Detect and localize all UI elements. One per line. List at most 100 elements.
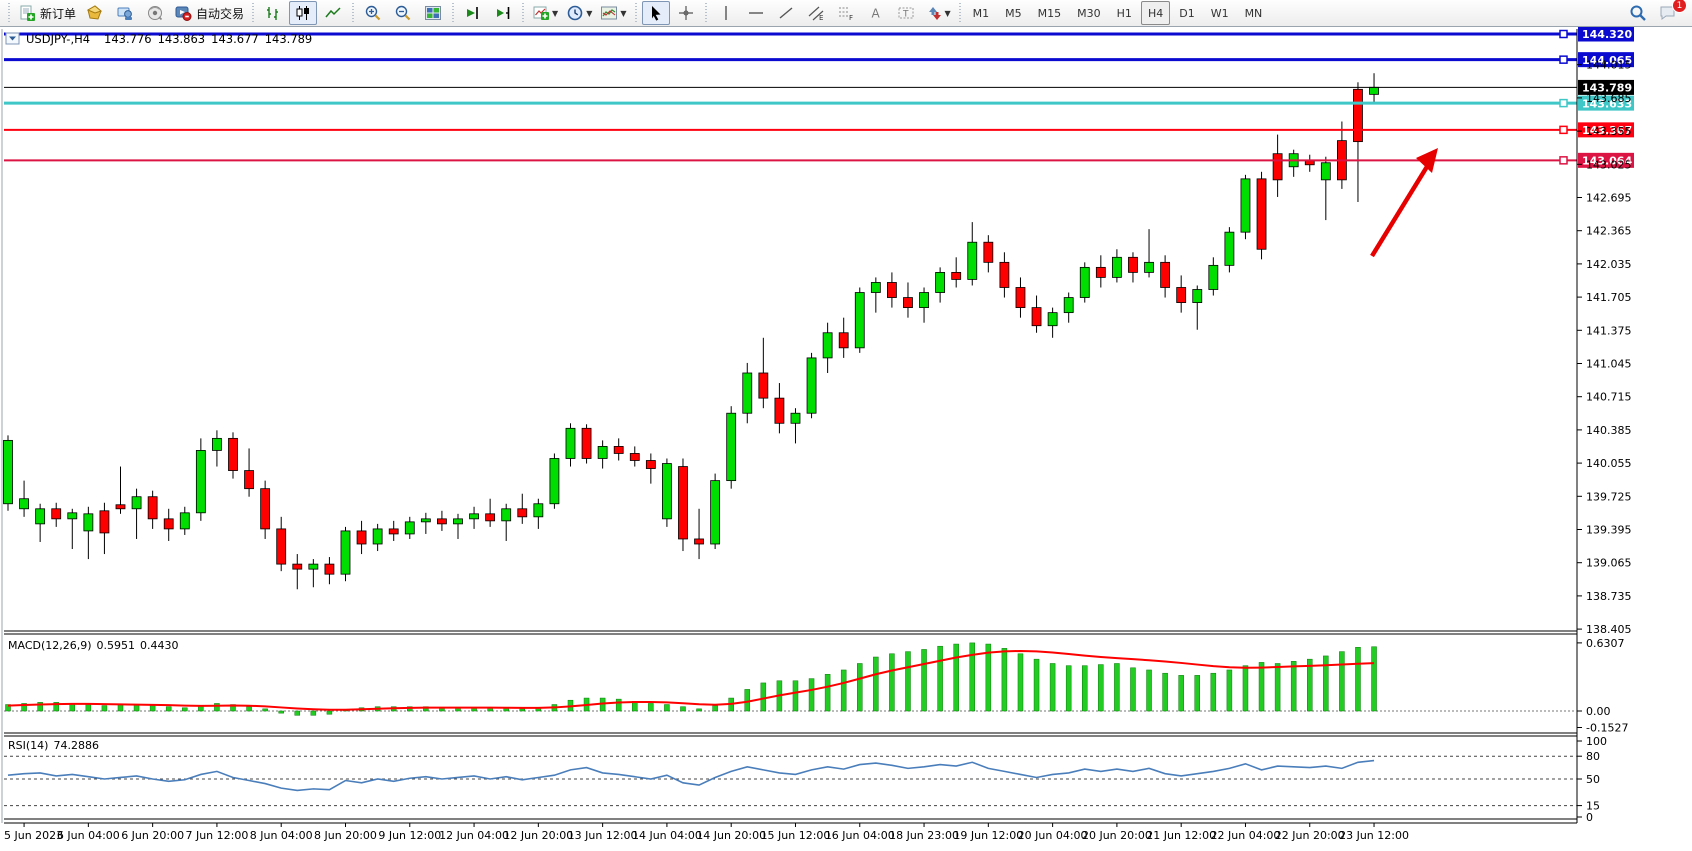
symbols-icon xyxy=(86,4,104,22)
toolbar-grip xyxy=(702,3,709,23)
chart-shift-button[interactable] xyxy=(489,1,517,25)
svg-text:0: 0 xyxy=(1586,811,1593,824)
vertical-line-button[interactable] xyxy=(712,1,740,25)
time-axis-label: 21 Jun 12:00 xyxy=(1146,829,1216,842)
horizontal-line-button[interactable] xyxy=(742,1,770,25)
time-axis-label: 18 Jun 23:00 xyxy=(889,829,959,842)
svg-text:141.045: 141.045 xyxy=(1586,358,1632,371)
crosshair-button[interactable] xyxy=(672,1,700,25)
timeframe-group: M1 M5 M15 M30 H1 H4 D1 W1 MN xyxy=(965,1,1271,25)
time-axis-label: 14 Jun 20:00 xyxy=(696,829,766,842)
equidistant-channel-icon: E xyxy=(807,4,825,22)
candlestick-chart-icon xyxy=(294,4,312,22)
time-axis-label: 8 Jun 20:00 xyxy=(314,829,377,842)
timeframe-h4-button[interactable]: H4 xyxy=(1140,1,1171,25)
trend-arrow-head xyxy=(1416,148,1438,173)
tile-windows-button[interactable] xyxy=(419,1,447,25)
svg-text:0.00: 0.00 xyxy=(1586,705,1611,718)
svg-text:140.385: 140.385 xyxy=(1586,424,1632,437)
line-chart-button[interactable] xyxy=(319,1,347,25)
fibonacci-icon: F xyxy=(837,4,855,22)
search-button[interactable] xyxy=(1624,1,1652,25)
time-axis-label: 9 Jun 12:00 xyxy=(378,829,441,842)
time-axis-label: 12 Jun 04:00 xyxy=(439,829,509,842)
text-label-icon: T xyxy=(897,4,915,22)
price-level-badge xyxy=(1578,79,1634,95)
rsi-label: RSI(14) 74.2886 xyxy=(8,739,99,752)
time-axis-label: 19 Jun 12:00 xyxy=(953,829,1023,842)
svg-text:138.735: 138.735 xyxy=(1586,590,1632,603)
auto-scroll-button[interactable] xyxy=(459,1,487,25)
chart-area[interactable]: 144.320 144.065 143.789 143.633 143.367 143.0… xyxy=(0,26,1692,847)
text-button[interactable]: A xyxy=(862,1,890,25)
timeframe-m1-button[interactable]: M1 xyxy=(972,6,990,20)
time-axis-label: 6 Jun 20:00 xyxy=(121,829,184,842)
svg-text:139.395: 139.395 xyxy=(1586,524,1632,537)
bar-chart-button[interactable] xyxy=(259,1,287,25)
periods-dropdown-arrow[interactable]: ▼ xyxy=(586,8,593,18)
svg-text:144.015: 144.015 xyxy=(1586,59,1632,72)
arrows-dropdown-arrow[interactable]: ▼ xyxy=(944,8,951,18)
indicators-button[interactable]: ▼ xyxy=(529,1,561,25)
candlestick-chart-button[interactable] xyxy=(289,1,318,25)
new-order-button[interactable]: 新订单 xyxy=(15,1,79,25)
time-axis-label: 20 Jun 20:00 xyxy=(1082,829,1152,842)
trend-arrow-annotation[interactable] xyxy=(1370,163,1430,258)
timeframe-h1-button[interactable]: H1 xyxy=(1116,6,1132,20)
timeframe-w1-button[interactable]: W1 xyxy=(1210,6,1229,20)
text-label-button[interactable]: T xyxy=(892,1,920,25)
toolbar-grip xyxy=(632,3,639,23)
timeframe-mn-button[interactable]: MN xyxy=(1244,6,1263,20)
time-axis-label: 16 Jun 04:00 xyxy=(825,829,895,842)
svg-text:143.789: 143.789 xyxy=(1582,82,1632,95)
time-axis-label: 22 Jun 20:00 xyxy=(1275,829,1345,842)
timeframe-d1-button[interactable]: D1 xyxy=(1179,6,1195,20)
trendline-button[interactable] xyxy=(772,1,800,25)
time-axis-label: 5 Jun 2023 xyxy=(4,829,63,842)
chart-header: USDJPY-,H4 143.776 143.863 143.677 143.789 xyxy=(5,32,312,46)
symbol-dropdown-arrow-icon[interactable] xyxy=(9,36,16,41)
market-watch-icon xyxy=(116,4,134,22)
new-order-label: 新订单 xyxy=(40,6,77,21)
news-button[interactable] xyxy=(141,1,169,25)
svg-text:144.320: 144.320 xyxy=(1582,28,1632,41)
indicators-dropdown-arrow[interactable]: ▼ xyxy=(552,8,559,18)
equidistant-channel-button[interactable]: E xyxy=(802,1,830,25)
toolbar-grip xyxy=(350,3,357,23)
price-level-badge xyxy=(1578,26,1634,42)
svg-text:143.025: 143.025 xyxy=(1586,158,1632,171)
templates-button[interactable]: ▼ xyxy=(597,1,629,25)
chart-canvas[interactable]: 144.320 144.065 143.789 143.633 143.367 143.0… xyxy=(0,26,1692,847)
svg-text:143.355: 143.355 xyxy=(1586,125,1632,138)
fibonacci-button[interactable]: F xyxy=(832,1,860,25)
symbols-button[interactable] xyxy=(81,1,109,25)
svg-text:A: A xyxy=(871,7,880,21)
svg-text:141.705: 141.705 xyxy=(1586,291,1632,304)
macd-label: MACD(12,26,9) 0.5951 0.4430 xyxy=(8,639,179,652)
price-level-lines[interactable]: 144.320 144.065 143.789 143.633 143.367 143.0… xyxy=(4,26,1634,168)
notifications-button[interactable]: 1 xyxy=(1654,0,1687,25)
timeframe-m5-button[interactable]: M5 xyxy=(1005,6,1022,20)
bar-chart-icon xyxy=(264,4,282,22)
crosshair-icon xyxy=(677,4,695,22)
axes[interactable]: 144.015 143.685 143.355 143.025 142.695 142.3… xyxy=(1,29,1632,842)
toolbar-grip xyxy=(250,3,257,23)
toolbar-grip xyxy=(6,3,12,23)
autotrading-button[interactable]: 自动交易 xyxy=(171,1,247,25)
periods-button[interactable]: ▼ xyxy=(563,1,595,25)
svg-text:143.633: 143.633 xyxy=(1582,97,1632,110)
templates-dropdown-arrow[interactable]: ▼ xyxy=(620,8,627,18)
arrows-button[interactable]: ▼ xyxy=(922,1,954,25)
svg-text:140.715: 140.715 xyxy=(1586,391,1632,404)
svg-text:143.367: 143.367 xyxy=(1582,124,1632,137)
trendline-icon xyxy=(777,4,795,22)
svg-text:139.725: 139.725 xyxy=(1586,490,1632,503)
timeframe-m15-button[interactable]: M15 xyxy=(1037,6,1062,20)
market-watch-button[interactable] xyxy=(111,1,139,25)
toolbar: 新订单 自动交易 ▼ ▼ ▼ E F A T ▼ M1 M5 M15 M30 H1 H4 D… xyxy=(0,0,1692,27)
cursor-button[interactable] xyxy=(641,1,670,25)
zoom-in-button[interactable] xyxy=(359,1,387,25)
timeframe-m30-button[interactable]: M30 xyxy=(1077,6,1101,20)
price-level-badge xyxy=(1578,122,1634,138)
zoom-out-button[interactable] xyxy=(389,1,417,25)
